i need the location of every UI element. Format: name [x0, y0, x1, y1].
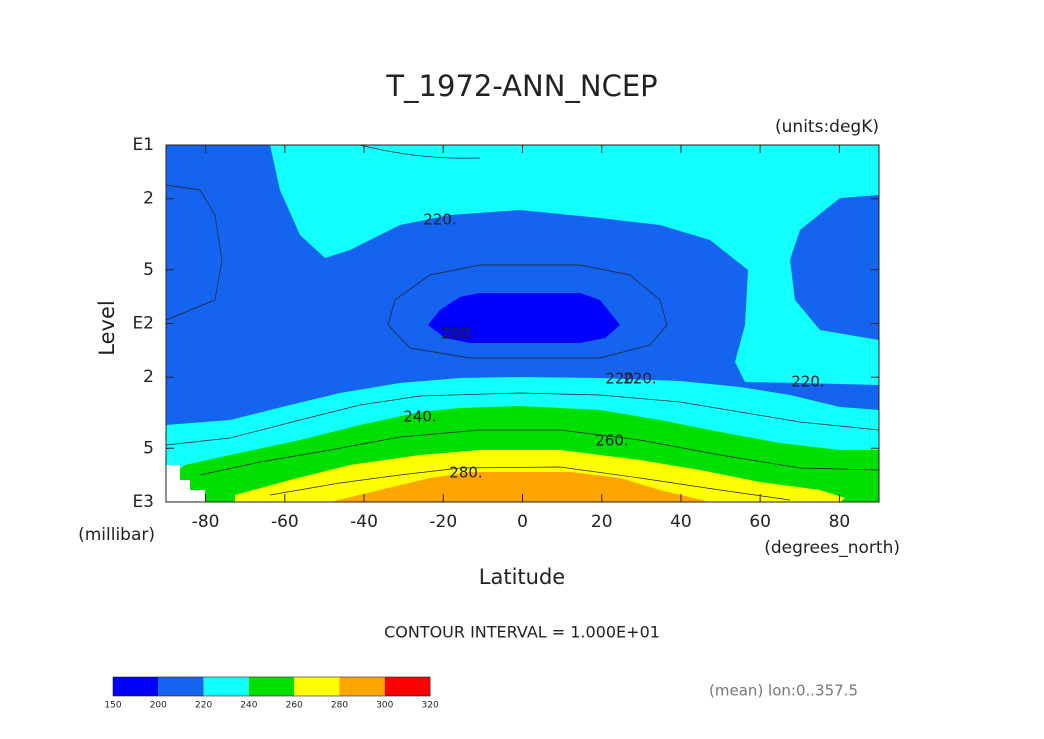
x-tick-label: -20 [429, 512, 457, 532]
y-tick-label: 5 [143, 260, 154, 280]
x-tick-label: 20 [591, 512, 613, 532]
y-tick-label: 2 [143, 367, 154, 387]
chart-title: T_1972-ANN_NCEP [385, 69, 657, 103]
colorbar-box [384, 677, 431, 696]
colorbar-box [339, 677, 385, 696]
footnote: (mean) lon:0..357.5 [709, 682, 858, 700]
colorbar-box [113, 677, 159, 696]
x-tick-label: 0 [517, 512, 528, 532]
colorbar-box [158, 677, 204, 696]
y-tick-label: E1 [132, 135, 154, 155]
x-axis-title: Latitude [479, 565, 565, 589]
x-tick-label: -40 [350, 512, 378, 532]
colorbar-label: 260 [286, 701, 303, 711]
colorbar-label: 240 [240, 701, 257, 711]
contour-line [269, 466, 791, 501]
y-tick-label: 5 [143, 438, 154, 458]
contour-label: 260. [595, 432, 628, 450]
contour-label: 200. [441, 325, 474, 343]
contour-label: 220. [423, 211, 456, 229]
y-axis-units: (millibar) [78, 525, 155, 545]
contour-lines [165, 144, 880, 501]
colorbar-box [248, 677, 295, 696]
colorbar-label: 320 [422, 701, 439, 711]
x-tick-label: -80 [192, 512, 220, 532]
contour-line [387, 264, 668, 359]
contour-fills [166, 145, 879, 502]
contour-line [165, 392, 880, 446]
colorbar-label: 200 [150, 701, 167, 711]
x-tick-label: -60 [271, 512, 299, 532]
contour-label: 220. [605, 370, 638, 388]
colorbar-frame [112, 676, 431, 697]
y-tick-label: E3 [132, 492, 154, 512]
contour-region [270, 145, 879, 385]
contour-interval: CONTOUR INTERVAL = 1.000E+01 [384, 623, 660, 642]
contour-label: 220. [623, 370, 656, 388]
x-tick-label: 40 [670, 512, 692, 532]
x-tick-label: 80 [829, 512, 851, 532]
units-label: (units:degK) [775, 117, 879, 137]
x-tick-label: 60 [749, 512, 771, 532]
contour-label: 220. [791, 373, 824, 391]
contour-label: 240. [403, 408, 436, 426]
colorbar-label: 280 [331, 701, 348, 711]
missing-data [166, 465, 205, 502]
contour-label: 280. [449, 464, 482, 482]
x-axis-units: (degrees_north) [764, 538, 900, 558]
colorbar-box [294, 677, 340, 696]
contour-line [165, 184, 223, 321]
contour-region [428, 293, 620, 343]
colorbar-label: 300 [376, 701, 393, 711]
contour-line [359, 144, 481, 159]
colorbar-box [203, 677, 249, 696]
contour-line [199, 429, 880, 476]
colorbar-label: 220 [195, 701, 212, 711]
y-tick-label: E2 [132, 314, 154, 334]
y-tick-label: 2 [143, 189, 154, 209]
contour-region [330, 472, 710, 502]
colorbar-label: 150 [104, 701, 121, 711]
y-axis-title: Level [95, 300, 119, 355]
